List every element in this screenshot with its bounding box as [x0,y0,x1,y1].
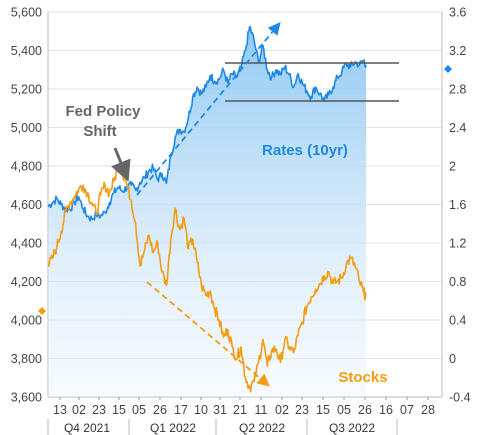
left-axis: 3,600 3,800 4,000 4,200 4,400 4,600 4,800 5,000… [11,6,42,405]
left-tick-label: 5,000 [11,121,42,135]
fed-policy-label-line2: Shift [83,123,116,140]
left-tick-label: 4,800 [11,160,42,174]
x-tick-label: 23 [295,403,309,417]
left-tick-label: 3,800 [11,352,42,366]
left-tick-label: 4,000 [11,314,42,328]
x-tick-label: 31 [213,403,227,417]
left-tick-label: 5,600 [11,6,42,20]
left-tick-label: 5,200 [11,83,42,97]
x-tick-label: 02 [275,403,289,417]
x-tick-label: 10 [194,403,208,417]
right-tick-label: 0 [449,352,456,366]
right-tick-label: -0.4 [449,391,471,405]
x-tick-label: 05 [132,403,146,417]
stocks-line [47,165,367,393]
rates-label: Rates (10yr) [262,142,348,159]
x-tick-label: 13 [53,403,67,417]
quarter-label: Q3 2022 [329,421,375,435]
right-tick-label: 3.6 [449,6,466,20]
stocks-label: Stocks [338,369,387,386]
x-tick-label: 02 [72,403,86,417]
x-tick-label: 23 [92,403,106,417]
rates-trend-arrow [136,22,281,196]
right-tick-label: 2 [449,160,456,174]
left-tick-label: 4,600 [11,198,42,212]
x-axis: 13 02 23 15 05 26 17 10 31 21 11 02 23 15 05 26 16 07 28 [53,397,435,417]
right-tick-label: 2.4 [449,121,466,135]
x-tick-label: 07 [400,403,414,417]
left-tick-label: 3,600 [11,391,42,405]
right-tick-label: 3.2 [449,44,466,58]
x-tick-label: 05 [337,403,351,417]
quarter-label: Q1 2022 [150,421,196,435]
right-tick-label: 1.6 [449,198,466,212]
fed-pointer-arrow [111,147,131,182]
fed-policy-label-line1: Fed Policy [65,103,141,120]
rates-line [47,25,367,222]
quarter-label: Q4 2021 [64,421,110,435]
x-tick-label: 28 [421,403,435,417]
rates-area-fill [48,26,366,398]
right-tick-label: 0.4 [449,314,466,328]
right-tick-label: 1.2 [449,237,466,251]
x-tick-label: 26 [153,403,167,417]
right-current-marker [444,65,452,73]
stocks-trend-arrow [146,281,270,387]
left-tick-label: 4,200 [11,275,42,289]
x-tick-label: 26 [358,403,372,417]
quarter-label: Q2 2022 [239,421,285,435]
left-tick-label: 5,400 [11,44,42,58]
x-tick-label: 15 [112,403,126,417]
right-tick-label: 0.8 [449,275,466,289]
x-tick-label: 11 [255,403,268,417]
x-tick-label: 15 [316,403,330,417]
right-tick-label: 2.8 [449,83,466,97]
x-tick-label: 16 [379,403,393,417]
x-tick-label: 17 [174,403,188,417]
quarter-axis: Q4 2021 Q1 2022 Q2 2022 Q3 2022 [47,419,398,435]
x-tick-label: 21 [233,403,247,417]
right-axis: -0.4 0 0.4 0.8 1.2 1.6 2 2.4 2.8 3.2 3.6 [449,6,471,405]
left-current-marker [38,307,46,315]
left-tick-label: 4,400 [11,237,42,251]
